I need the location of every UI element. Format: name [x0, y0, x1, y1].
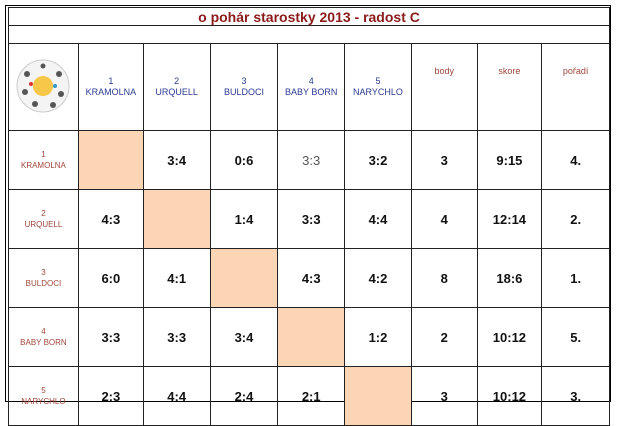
row-label: 1 KRAMOLNA: [8, 130, 79, 190]
team-row: 2 URQUELL 4:3 1:4 3:3 4:4 4 12:14 2.: [8, 189, 610, 249]
result-cell: 4:4: [142, 366, 211, 426]
row-label: 3 BULDOCI: [8, 248, 79, 308]
skore-cell: 10:12: [476, 366, 543, 426]
team-row: 5 NARYCHLO 2:3 4:4 2:4 2:1 3 10:12 3.: [8, 366, 610, 426]
team-number: 4: [308, 76, 314, 86]
result-cell: 4:3: [277, 248, 346, 308]
row-label: 2 URQUELL: [8, 189, 79, 249]
result-cell: 4:1: [142, 248, 211, 308]
title: o pohár starostky 2013 - radost C: [8, 7, 610, 26]
row-label: 4 BABY BORN: [8, 307, 79, 367]
team-header: 3 BULDOCI: [209, 43, 279, 131]
team-name: BABY BORN: [20, 338, 67, 347]
body-cell: 8: [410, 248, 478, 308]
poradi-cell: 4.: [541, 130, 610, 190]
team-number: 1: [41, 150, 46, 159]
body-cell: 3: [410, 130, 478, 190]
body-cell: 4: [410, 189, 478, 249]
team-name: KRAMOLNA: [20, 161, 66, 170]
result-cell: 3:3: [277, 189, 346, 249]
result-cell: 2:3: [77, 366, 144, 426]
team-header: 5 NARYCHLO: [344, 43, 412, 131]
skore-cell: 18:6: [476, 248, 543, 308]
team-number: 5: [41, 386, 46, 395]
team-header: 2 URQUELL: [142, 43, 211, 131]
team-name: URQUELL: [155, 87, 198, 97]
team-number: 3: [241, 76, 247, 86]
team-name: BULDOCI: [223, 87, 264, 97]
result-cell: 3:3: [77, 307, 144, 367]
diagonal-cell: [209, 248, 279, 308]
result-cell: 3:3: [277, 130, 346, 190]
team-header: 1 KRAMOLNA: [77, 43, 144, 131]
result-cell: 4:4: [344, 189, 412, 249]
poradi-cell: 3.: [541, 366, 610, 426]
skore-cell: 12:14: [476, 189, 543, 249]
skore-header: skore: [476, 43, 543, 131]
poradi-cell: 5.: [541, 307, 610, 367]
poradi-cell: 2.: [541, 189, 610, 249]
result-cell: 4:2: [344, 248, 412, 308]
body-cell: 2: [410, 307, 478, 367]
result-cell: 2:1: [277, 366, 346, 426]
team-number: 4: [41, 327, 46, 336]
result-cell: 1:2: [344, 307, 412, 367]
diagonal-cell: [142, 189, 211, 249]
skore-cell: 9:15: [476, 130, 543, 190]
poradi-cell: 1.: [541, 248, 610, 308]
result-cell: 2:4: [209, 366, 279, 426]
result-cell: 6:0: [77, 248, 144, 308]
team-name: URQUELL: [24, 220, 63, 229]
result-cell: 3:4: [209, 307, 279, 367]
team-header: 4 BABY BORN: [277, 43, 346, 131]
result-cell: 1:4: [209, 189, 279, 249]
body-cell: 3: [410, 366, 478, 426]
team-name: NARYCHLO: [21, 397, 66, 406]
poradi-header: pořadí: [541, 43, 610, 131]
team-number: 2: [174, 76, 180, 86]
blank-row: [8, 25, 610, 44]
team-number: 2: [41, 209, 46, 218]
result-cell: 0:6: [209, 130, 279, 190]
team-row: 3 BULDOCI 6:0 4:1 4:3 4:2 8 18:6 1.: [8, 248, 610, 308]
table: o pohár starostky 2013 - radost C 1 KRAMO…: [8, 7, 610, 426]
team-name: BABY BORN: [285, 87, 338, 97]
result-cell: 3:2: [344, 130, 412, 190]
diagonal-cell: [77, 130, 144, 190]
logo-cell: [8, 43, 79, 131]
diagonal-cell: [344, 366, 412, 426]
team-number: 3: [41, 268, 46, 277]
team-row: 4 BABY BORN 3:3 3:3 3:4 1:2 2 10:12 5.: [8, 307, 610, 367]
body-header: body: [410, 43, 478, 131]
logo: [16, 59, 70, 112]
team-name: NARYCHLO: [353, 87, 403, 97]
result-cell: 3:3: [142, 307, 211, 367]
diagonal-cell: [277, 307, 346, 367]
team-row: 1 KRAMOLNA 3:4 0:6 3:3 3:2 3 9:15 4.: [8, 130, 610, 190]
sheet: o pohár starostky 2013 - radost C 1 KRAMO…: [5, 5, 611, 426]
team-number: 5: [375, 76, 381, 86]
result-cell: 4:3: [77, 189, 144, 249]
result-cell: 3:4: [142, 130, 211, 190]
team-number: 1: [108, 76, 114, 86]
team-name: KRAMOLNA: [85, 87, 137, 97]
team-name: BULDOCI: [25, 279, 62, 288]
row-label: 5 NARYCHLO: [8, 366, 79, 426]
skore-cell: 10:12: [476, 307, 543, 367]
